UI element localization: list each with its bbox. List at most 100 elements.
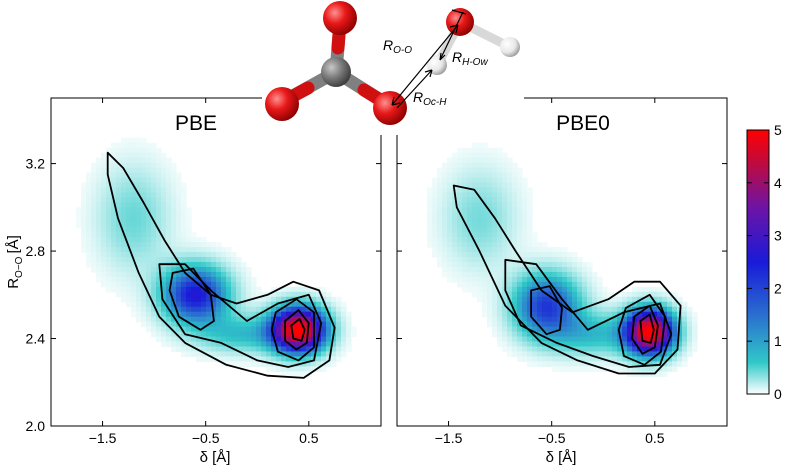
density-cell	[126, 262, 132, 268]
density-cell	[276, 321, 282, 328]
density-cell	[667, 356, 673, 362]
density-cell	[572, 296, 578, 303]
density-cell	[161, 316, 167, 323]
density-cell	[482, 232, 488, 238]
density-cell	[487, 202, 493, 208]
density-cell	[677, 361, 683, 367]
density-cell	[126, 301, 132, 308]
density-cell	[482, 192, 488, 198]
density-cell	[211, 326, 217, 333]
density-cell	[151, 207, 157, 213]
density-cell	[647, 361, 653, 367]
density-cell	[562, 252, 568, 258]
density-cell	[522, 356, 528, 362]
density-cell	[216, 291, 222, 298]
density-cell	[542, 286, 548, 293]
density-cell	[602, 291, 608, 298]
density-cell	[502, 341, 508, 348]
density-cell	[96, 227, 102, 233]
density-cell	[447, 266, 453, 273]
density-cell	[226, 266, 232, 273]
density-cell	[672, 291, 678, 298]
density-cell	[266, 311, 272, 318]
density-cell	[131, 207, 137, 213]
density-cell	[567, 252, 573, 258]
density-cell	[687, 331, 693, 338]
density-cell	[552, 281, 558, 288]
density-cell	[672, 301, 678, 308]
density-cell	[191, 262, 197, 268]
density-cell	[106, 271, 112, 278]
density-cell	[582, 316, 588, 323]
density-cell	[522, 326, 528, 333]
density-cell	[236, 301, 242, 308]
density-cell	[221, 281, 227, 288]
density-cell	[176, 247, 182, 253]
density-cell	[206, 316, 212, 323]
density-cell	[236, 296, 242, 303]
density-cell	[477, 167, 483, 174]
density-cell	[442, 252, 448, 258]
density-cell	[151, 326, 157, 333]
density-cell	[176, 207, 182, 213]
density-cell	[547, 266, 553, 273]
density-cell	[597, 346, 603, 353]
density-cell	[201, 291, 207, 298]
density-cell	[512, 252, 518, 258]
density-cell	[672, 346, 678, 353]
density-cell	[186, 311, 192, 318]
density-cell	[482, 262, 488, 268]
density-cell	[156, 192, 162, 198]
density-cell	[96, 197, 102, 203]
density-cell	[537, 356, 543, 362]
density-cell	[286, 336, 292, 343]
density-cell	[527, 197, 533, 203]
density-cell	[522, 351, 528, 358]
density-cell	[171, 326, 177, 333]
density-cell	[221, 301, 227, 308]
density-cell	[497, 326, 503, 333]
density-cell	[517, 227, 523, 233]
x-axis-pbe0: −1.5 −0.5 0.5	[435, 98, 665, 446]
density-cell	[577, 336, 583, 343]
density-cell	[517, 202, 523, 208]
density-cell	[336, 301, 342, 308]
density-cell	[176, 212, 182, 218]
density-cell	[276, 311, 282, 318]
density-cell	[326, 326, 332, 333]
density-cell	[156, 167, 162, 174]
density-cell	[86, 237, 92, 243]
density-cell	[452, 227, 458, 233]
density-cell	[191, 252, 197, 258]
density-cell	[447, 262, 453, 268]
density-cell	[101, 207, 107, 213]
contour-line	[290, 317, 306, 342]
density-cell	[547, 286, 553, 293]
density-cell	[427, 187, 433, 194]
density-cell	[627, 351, 633, 358]
density-cell	[447, 197, 453, 203]
density-cell	[281, 366, 287, 372]
density-cell	[502, 192, 508, 198]
density-cell	[306, 311, 312, 318]
density-cell	[637, 326, 643, 333]
density-cell	[467, 232, 473, 238]
density-cell	[236, 336, 242, 343]
density-cell	[462, 242, 468, 248]
density-cell	[226, 252, 232, 258]
density-cell	[91, 162, 97, 169]
density-cell	[572, 266, 578, 273]
density-cell	[171, 316, 177, 323]
density-cell	[306, 341, 312, 348]
density-cell	[592, 336, 598, 343]
density-cell	[161, 152, 167, 159]
density-cell	[447, 227, 453, 233]
density-cell	[311, 291, 317, 298]
density-cell	[111, 252, 117, 258]
density-cell	[296, 371, 302, 377]
density-cell	[236, 351, 242, 358]
density-cell	[542, 351, 548, 358]
density-cell	[161, 257, 167, 263]
density-cell	[552, 276, 558, 283]
density-cell	[527, 296, 533, 303]
